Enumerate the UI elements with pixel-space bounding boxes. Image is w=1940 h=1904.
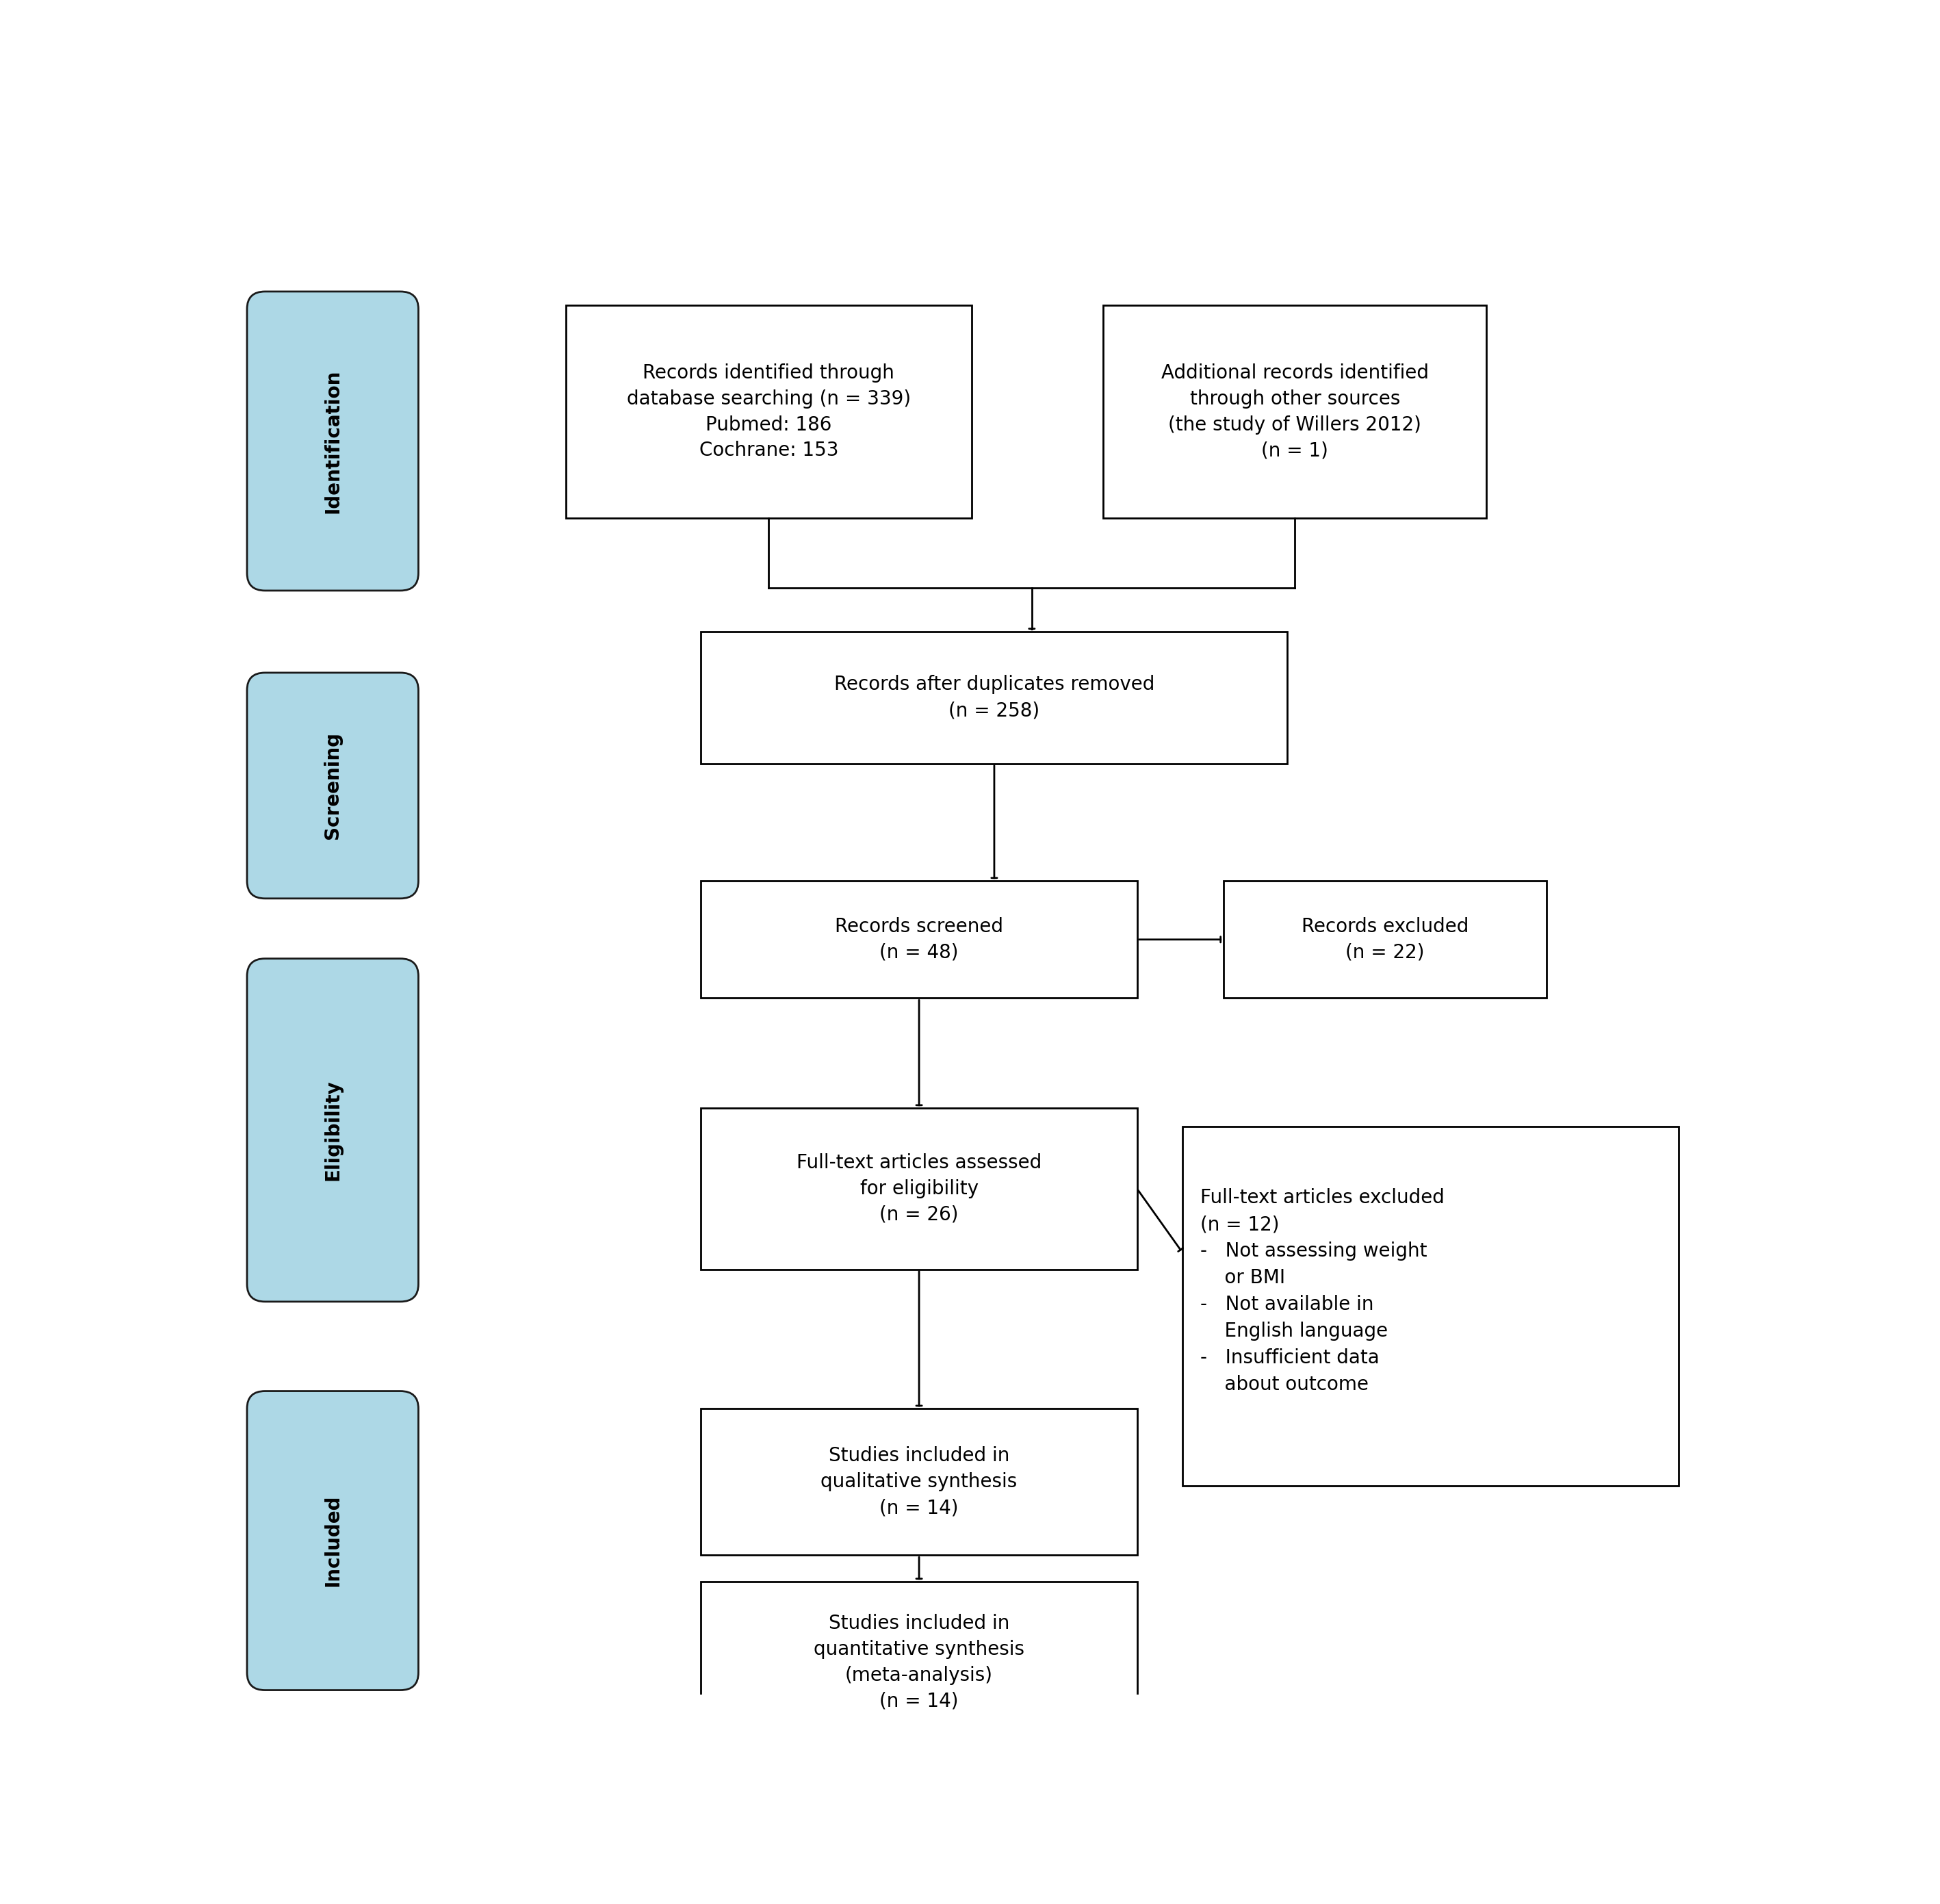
FancyBboxPatch shape <box>700 1108 1137 1270</box>
FancyBboxPatch shape <box>566 305 972 518</box>
FancyBboxPatch shape <box>1224 882 1546 998</box>
FancyBboxPatch shape <box>246 958 419 1302</box>
FancyBboxPatch shape <box>700 1582 1137 1742</box>
FancyBboxPatch shape <box>1104 305 1486 518</box>
FancyBboxPatch shape <box>1181 1127 1678 1485</box>
Text: Records excluded
(n = 22): Records excluded (n = 22) <box>1302 918 1469 962</box>
Text: Records after duplicates removed
(n = 258): Records after duplicates removed (n = 25… <box>834 676 1154 720</box>
Text: Identification: Identification <box>324 369 341 512</box>
FancyBboxPatch shape <box>700 1409 1137 1556</box>
Text: Additional records identified
through other sources
(the study of Willers 2012)
: Additional records identified through ot… <box>1162 364 1428 461</box>
FancyBboxPatch shape <box>246 1392 419 1691</box>
Text: Included: Included <box>324 1495 341 1586</box>
Text: Studies included in
qualitative synthesis
(n = 14): Studies included in qualitative synthesi… <box>821 1447 1017 1517</box>
Text: Eligibility: Eligibility <box>324 1080 341 1180</box>
Text: Records identified through
database searching (n = 339)
Pubmed: 186
Cochrane: 15: Records identified through database sear… <box>627 364 910 461</box>
FancyBboxPatch shape <box>246 291 419 590</box>
FancyBboxPatch shape <box>700 632 1288 764</box>
Text: Full-text articles assessed
for eligibility
(n = 26): Full-text articles assessed for eligibil… <box>797 1154 1042 1224</box>
FancyBboxPatch shape <box>246 672 419 899</box>
Text: Studies included in
quantitative synthesis
(meta-analysis)
(n = 14): Studies included in quantitative synthes… <box>813 1615 1024 1712</box>
FancyBboxPatch shape <box>700 882 1137 998</box>
Text: Full-text articles excluded
(n = 12)
-   Not assessing weight
    or BMI
-   Not: Full-text articles excluded (n = 12) - N… <box>1201 1188 1445 1394</box>
Text: Records screened
(n = 48): Records screened (n = 48) <box>834 918 1003 962</box>
Text: Screening: Screening <box>324 731 341 840</box>
